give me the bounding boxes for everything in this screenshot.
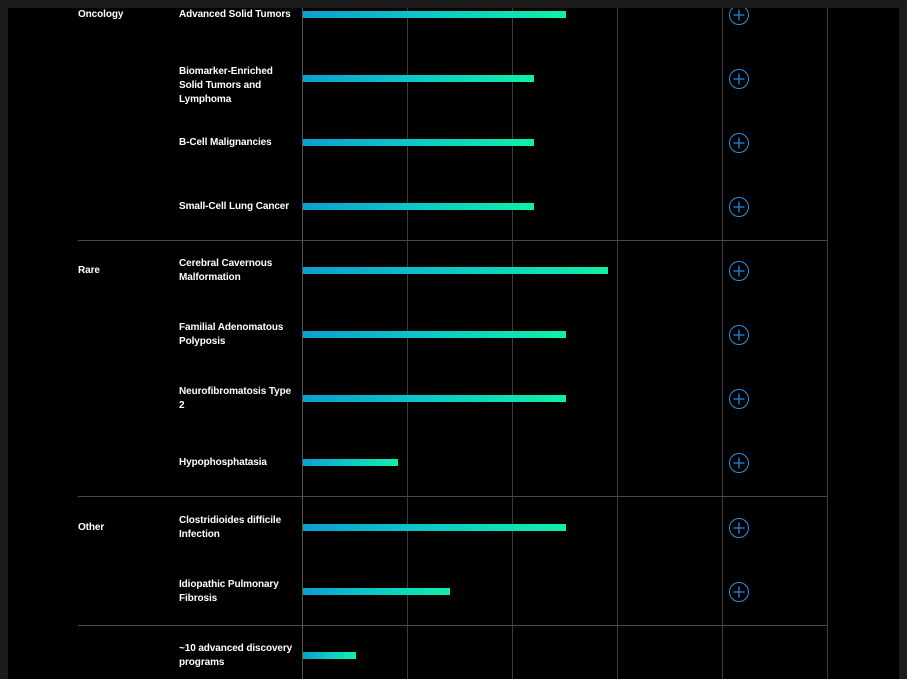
expand-row-button[interactable] (729, 582, 749, 602)
progress-bar (303, 652, 356, 659)
plus-circle-icon (733, 586, 745, 598)
column-divider (827, 8, 828, 679)
progress-bar (303, 331, 566, 338)
category-label: Other (78, 522, 105, 533)
plus-circle-icon (733, 393, 745, 405)
expand-row-button[interactable] (729, 389, 749, 409)
column-divider (302, 8, 303, 679)
plus-circle-icon (733, 329, 745, 341)
program-label: Clostridioides difficile Infection (179, 515, 282, 540)
progress-bar (303, 395, 566, 402)
expand-row-button[interactable] (729, 133, 749, 153)
column-divider (722, 8, 723, 679)
plus-circle-icon (733, 137, 745, 149)
plus-circle-icon (733, 265, 745, 277)
progress-bar (303, 11, 566, 18)
progress-bar (303, 588, 450, 595)
category-separator (78, 240, 828, 241)
expand-row-button[interactable] (729, 69, 749, 89)
category-label: Oncology (78, 9, 124, 20)
plus-circle-icon (733, 9, 745, 21)
pipeline-table: Oncology Rare Other Advanced Solid Tumors Bi… (8, 8, 899, 679)
column-divider (617, 8, 618, 679)
program-label: Small-Cell Lung Cancer (179, 201, 290, 212)
expand-row-button[interactable] (729, 325, 749, 345)
expand-row-button[interactable] (729, 261, 749, 281)
expand-row-button[interactable] (729, 518, 749, 538)
progress-bar (303, 267, 608, 274)
category-separator (78, 625, 828, 626)
expand-row-button[interactable] (729, 197, 749, 217)
program-label: Idiopathic Pulmonary Fibrosis (179, 579, 279, 604)
expand-row-button[interactable] (729, 453, 749, 473)
expand-row-button[interactable] (729, 8, 749, 25)
program-label: Neurofibromatosis Type 2 (179, 386, 292, 411)
column-divider (407, 8, 408, 679)
category-separator (78, 496, 828, 497)
progress-bar (303, 203, 534, 210)
plus-circle-icon (733, 457, 745, 469)
progress-bar (303, 139, 534, 146)
plus-circle-icon (733, 201, 745, 213)
progress-bar (303, 75, 534, 82)
program-label: Advanced Solid Tumors (179, 9, 291, 20)
program-label: B-Cell Malignancies (179, 137, 272, 148)
program-label: Familial Adenomatous Polyposis (179, 322, 284, 347)
progress-bar (303, 524, 566, 531)
program-label: Biomarker-Enriched Solid Tumors and Lymp… (179, 66, 273, 105)
program-label: ~10 advanced discovery programs (179, 643, 293, 668)
plus-circle-icon (733, 73, 745, 85)
program-label: Cerebral Cavernous Malformation (179, 258, 273, 283)
plus-circle-icon (733, 522, 745, 534)
progress-bar (303, 459, 398, 466)
column-divider (512, 8, 513, 679)
category-label: Rare (78, 265, 100, 276)
program-label: Hypophosphatasia (179, 457, 267, 468)
